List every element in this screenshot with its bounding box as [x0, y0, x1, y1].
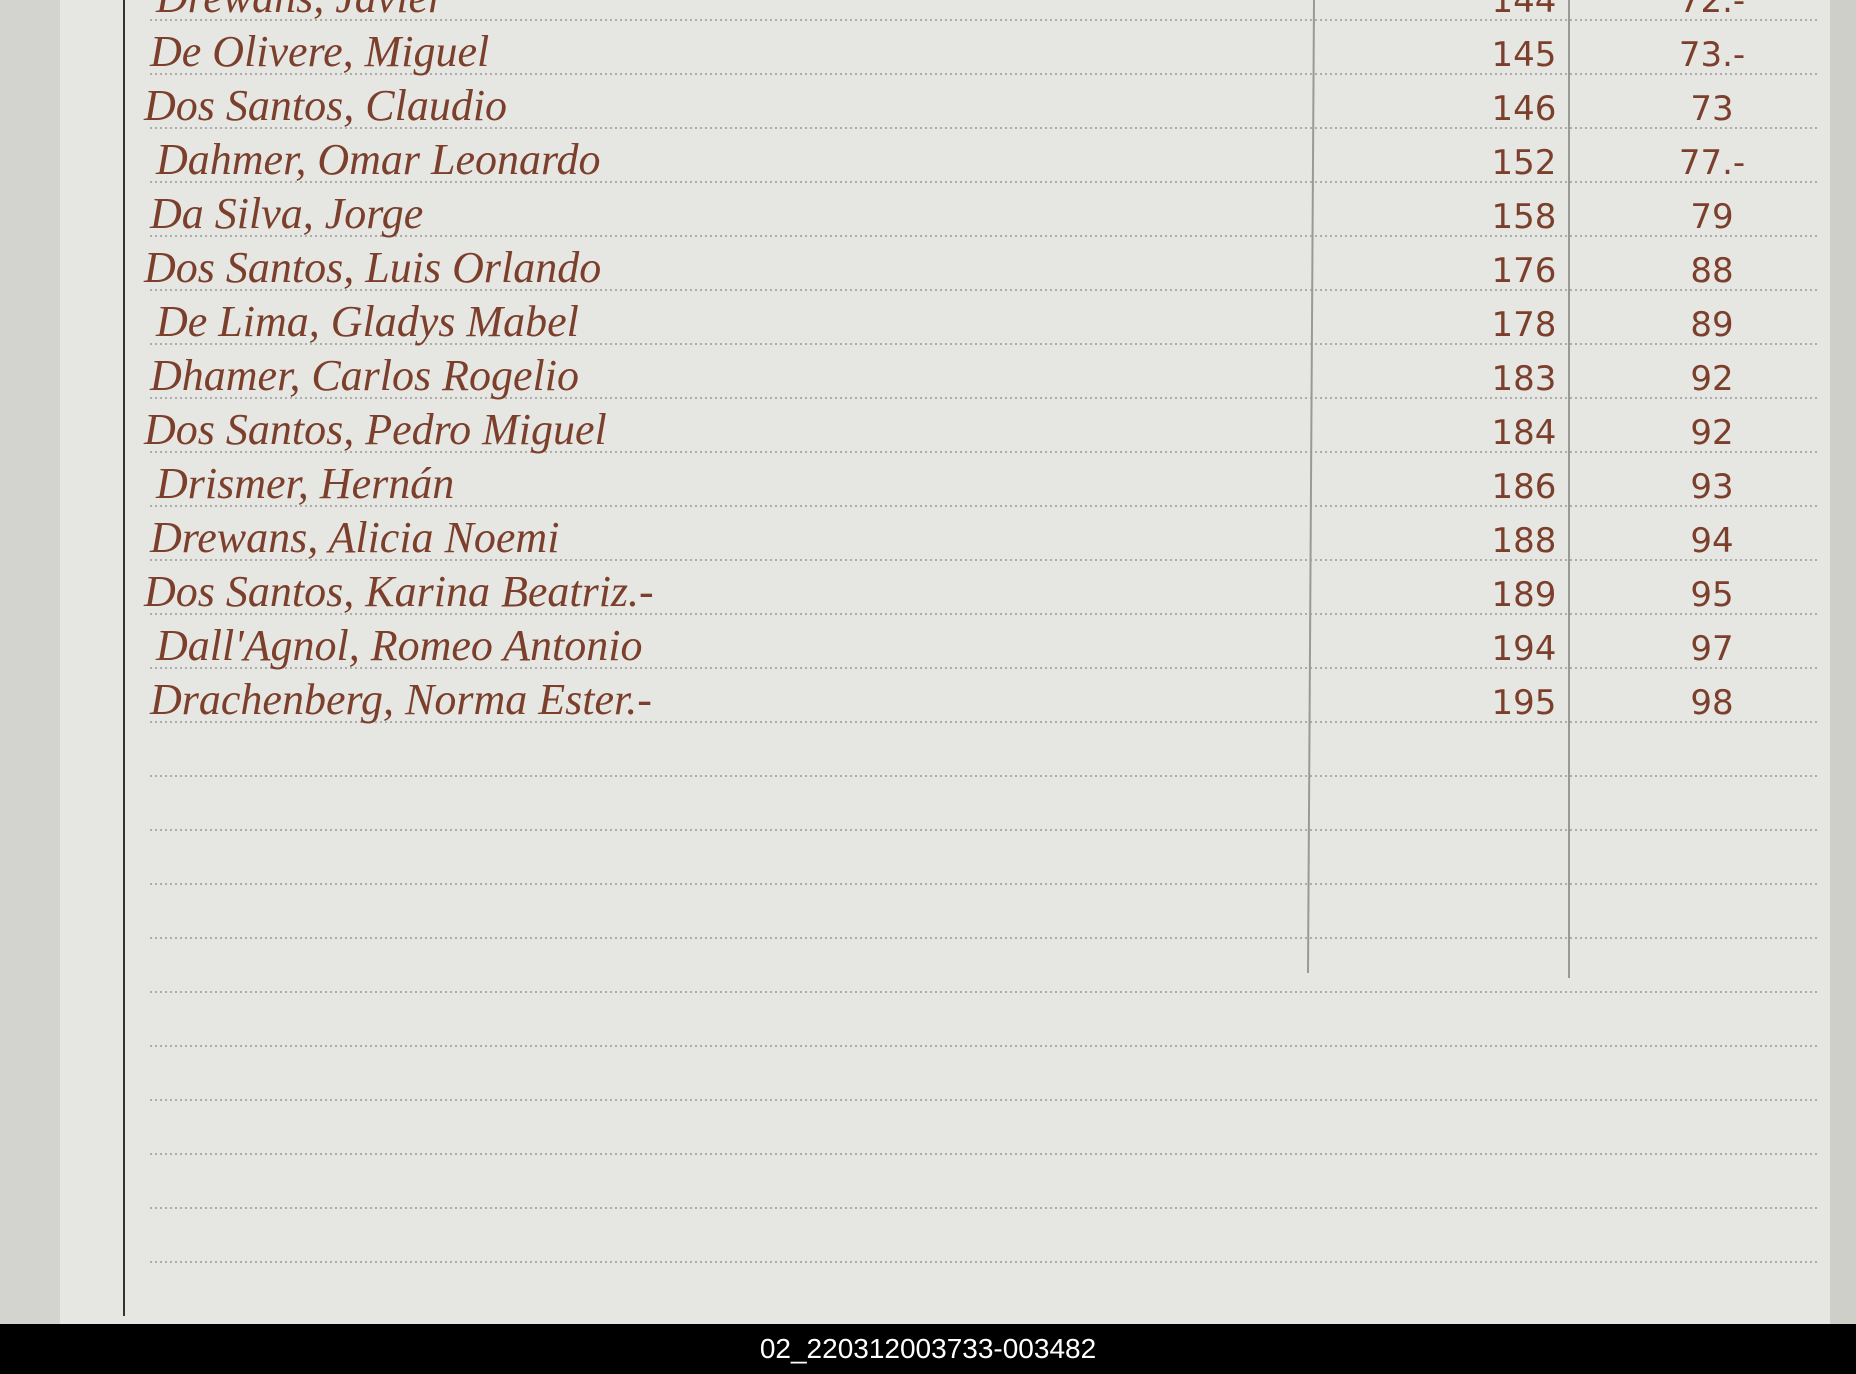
number: 178: [1492, 305, 1557, 345]
folio: 92: [1690, 359, 1733, 399]
number: 152: [1492, 143, 1557, 183]
name: Dhamer, Carlos Rogelio: [149, 351, 579, 400]
number: 146: [1492, 89, 1557, 129]
number: 189: [1492, 575, 1557, 615]
number: 158: [1492, 197, 1557, 237]
name: Dos Santos, Karina Beatriz.-: [143, 567, 654, 616]
folio: 73.-: [1679, 35, 1745, 75]
name: Dall'Agnol, Romeo Antonio: [155, 621, 642, 670]
name: Dos Santos, Luis Orlando: [143, 243, 601, 292]
folio: 89: [1690, 305, 1733, 345]
name: Drewans, Javier: [155, 0, 446, 22]
binding-edge: [0, 0, 60, 1324]
number: 145: [1492, 35, 1557, 75]
number: 186: [1492, 467, 1557, 507]
folio: 95: [1690, 575, 1733, 615]
folio: 72.-: [1679, 0, 1745, 21]
folio: 79: [1690, 197, 1733, 237]
file-id: 02_220312003733-003482: [760, 1333, 1096, 1364]
folio: 98: [1690, 683, 1733, 723]
number: 188: [1492, 521, 1557, 561]
name: De Olivere, Miguel: [149, 27, 489, 76]
name: De Lima, Gladys Mabel: [155, 297, 579, 346]
number: 184: [1492, 413, 1557, 453]
folio: 77.-: [1679, 143, 1745, 183]
folio: 92: [1690, 413, 1733, 453]
number: 194: [1492, 629, 1557, 669]
folio: 94: [1690, 521, 1733, 561]
page-edge: [1830, 0, 1856, 1324]
folio: 88: [1690, 251, 1733, 291]
name: Da Silva, Jorge: [149, 189, 423, 238]
folio: 73: [1690, 89, 1733, 129]
number: 195: [1492, 683, 1557, 723]
name: Drewans, Alicia Noemi: [149, 513, 559, 562]
name: Drismer, Hernán: [155, 459, 454, 508]
number: 144: [1492, 0, 1557, 21]
number: 176: [1492, 251, 1557, 291]
name: Dahmer, Omar Leonardo: [155, 135, 601, 184]
footer-bar: [0, 1324, 1856, 1374]
column-line: [1307, 0, 1315, 974]
name: Drachenberg, Norma Ester.-: [149, 675, 652, 724]
name: Dos Santos, Claudio: [143, 81, 507, 130]
folio: 97: [1690, 629, 1733, 669]
paper: [0, 0, 1856, 1324]
folio: 93: [1690, 467, 1733, 507]
number: 183: [1492, 359, 1557, 399]
name: Dos Santos, Pedro Miguel: [143, 405, 607, 454]
